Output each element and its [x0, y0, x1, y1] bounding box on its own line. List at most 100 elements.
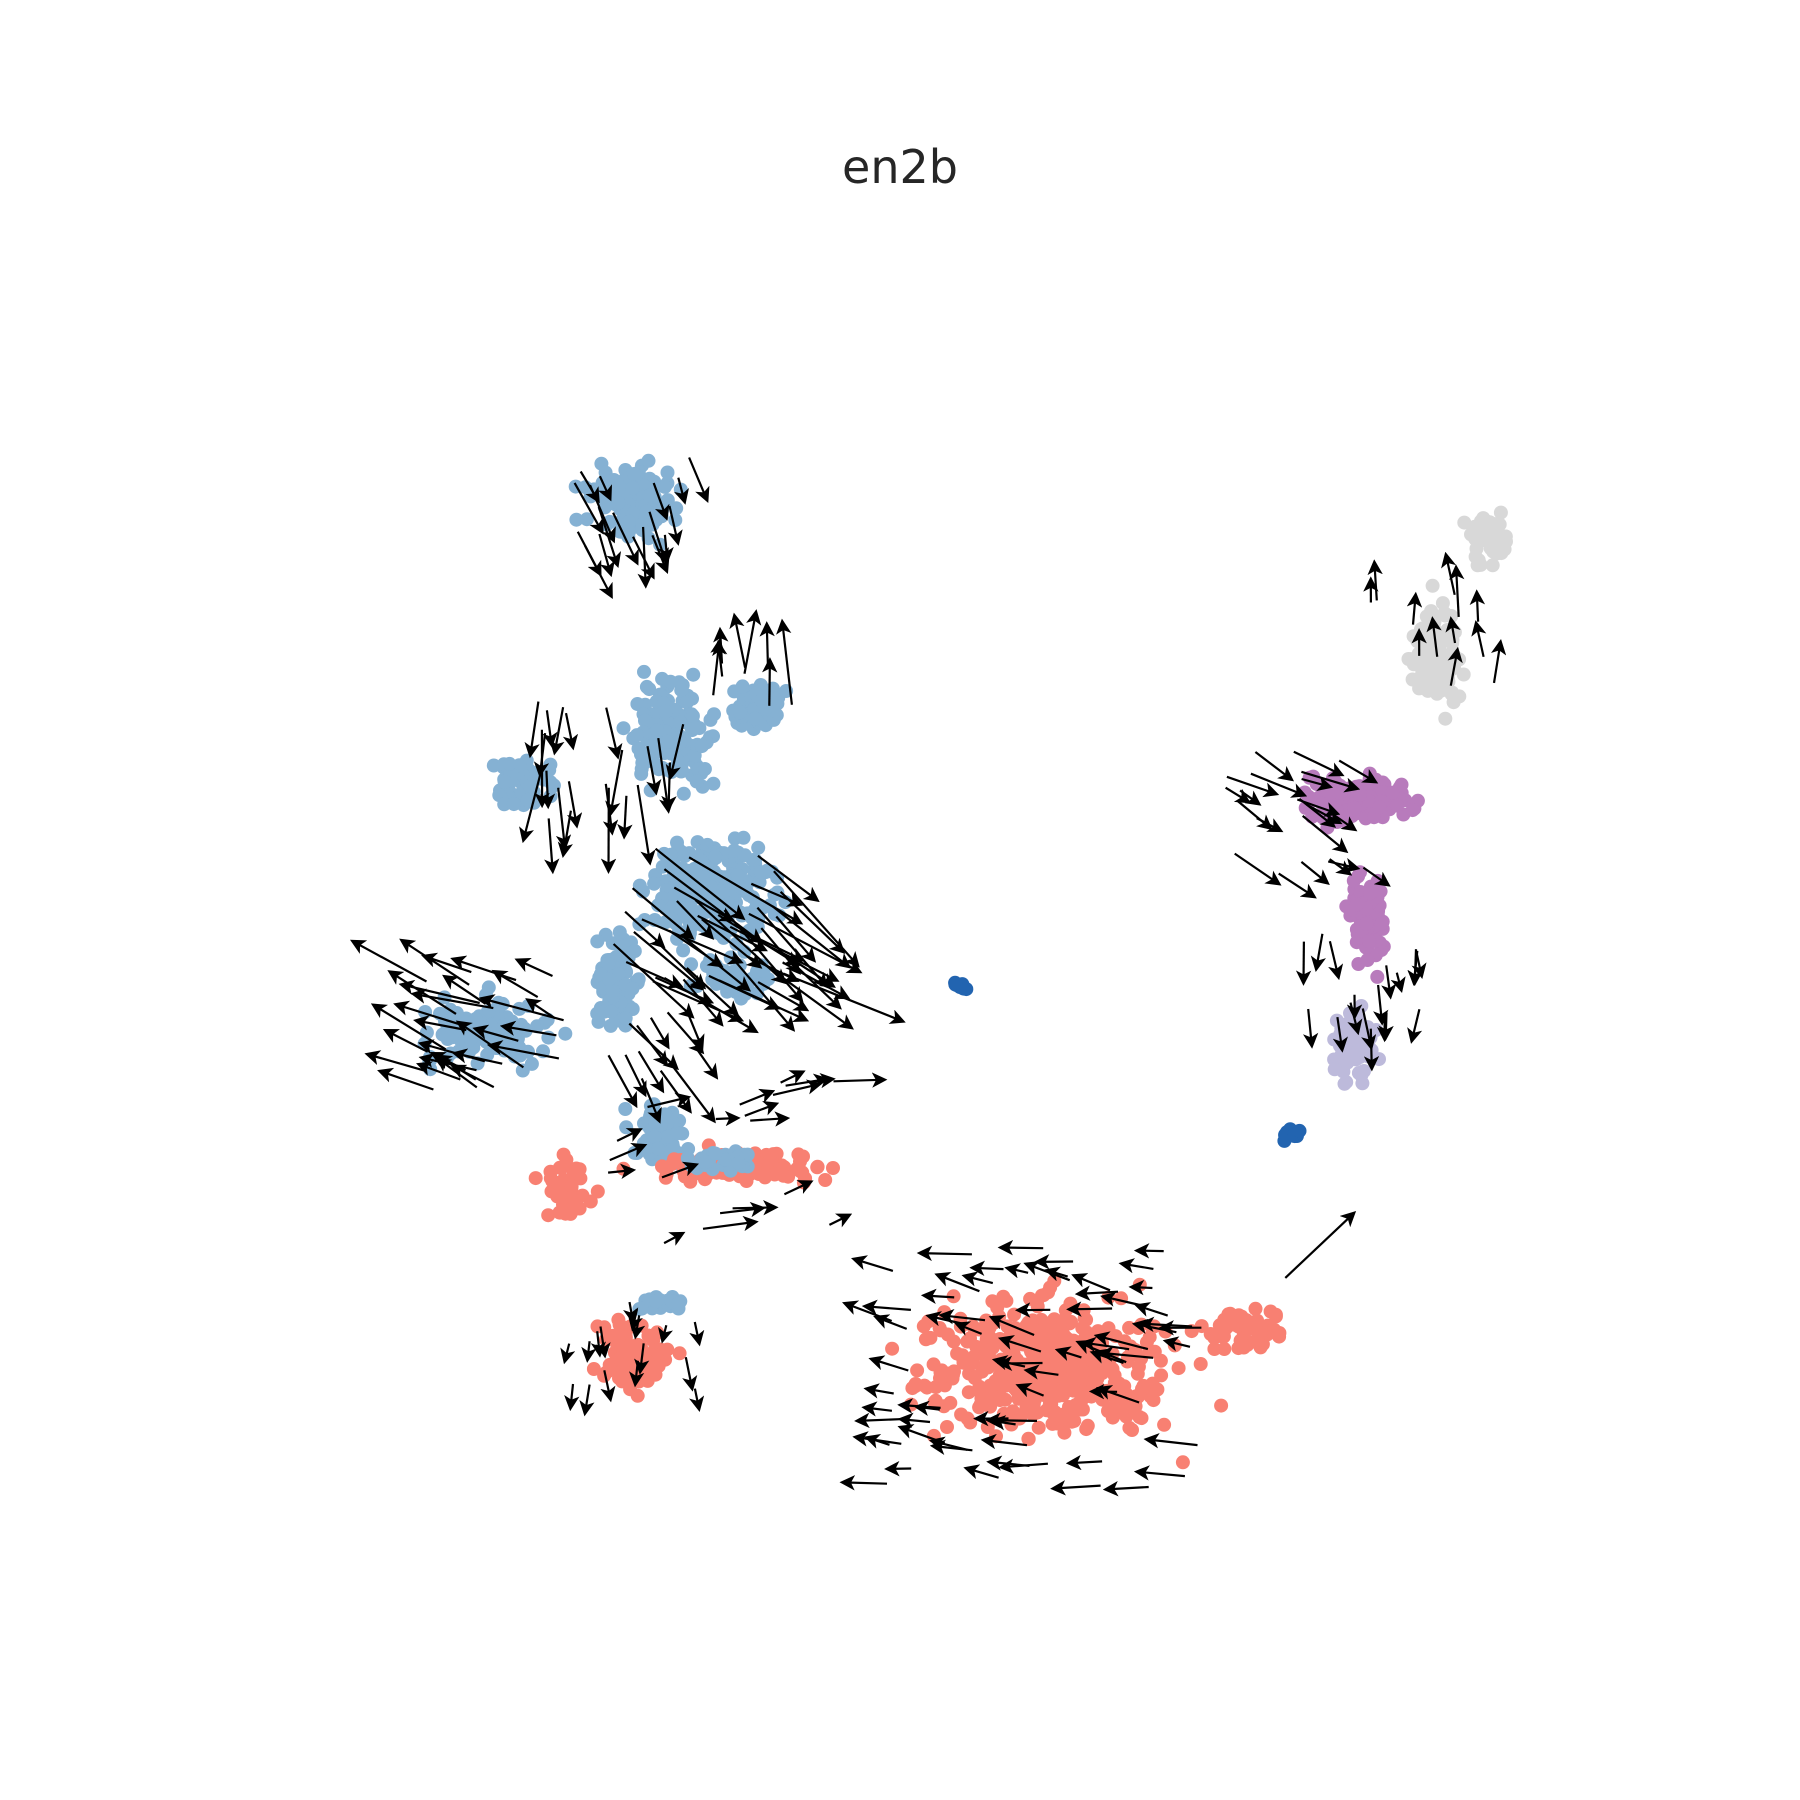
chart-title: en2b [842, 140, 958, 194]
velocity-arrow [674, 477, 689, 505]
cell-point [1055, 1325, 1070, 1339]
velocity-arrow [1097, 1346, 1154, 1362]
cell-point [697, 762, 712, 776]
cell-point [1373, 884, 1388, 899]
cell-point [1337, 1076, 1352, 1091]
cell-point [659, 734, 674, 749]
cell-point [640, 1373, 655, 1388]
velocity-arrow [590, 1331, 607, 1358]
cell-point [932, 1321, 947, 1335]
cell-point [774, 1165, 789, 1180]
cell-point [708, 849, 723, 864]
cell-point [933, 1371, 947, 1386]
cell-point [1125, 1423, 1139, 1437]
cell-point [1362, 934, 1376, 949]
velocity-arrow [624, 910, 666, 949]
velocity-arrow [772, 905, 852, 969]
velocity-arrow [730, 956, 796, 1032]
velocity-arrow [1426, 616, 1442, 657]
velocity-arrow [985, 1412, 1038, 1429]
velocity-arrow [542, 710, 558, 748]
cell-point [730, 868, 745, 883]
velocity-arrow [697, 914, 768, 952]
cell-point [1021, 1432, 1036, 1446]
cell-point [591, 1014, 606, 1029]
cell-point [753, 865, 768, 879]
velocity-arrow [442, 974, 487, 1005]
velocity-arrow [780, 1070, 806, 1085]
velocity-arrow [1406, 591, 1423, 625]
velocity-arrow [659, 1070, 692, 1114]
cell-point [1438, 711, 1453, 726]
cell-point [649, 1294, 664, 1309]
cell-point [719, 1152, 733, 1167]
velocity-arrow [1015, 1382, 1045, 1398]
cell-point [1370, 969, 1385, 984]
cell-point [663, 674, 678, 689]
velocity-arrow [1128, 1279, 1153, 1296]
velocity-arrow [760, 927, 802, 975]
cell-point [996, 1289, 1011, 1304]
cell-point [754, 693, 769, 708]
cell-point [616, 721, 631, 736]
cell-point [502, 756, 517, 771]
cell-point [686, 667, 701, 682]
velocity-arrow [1284, 1211, 1357, 1279]
cell-point [1101, 1321, 1116, 1336]
velocity-arrow [633, 931, 705, 991]
cell-point [658, 704, 673, 719]
velocity-arrow [525, 998, 556, 1020]
velocity-arrow [682, 936, 752, 992]
cell-point [660, 465, 675, 480]
cell-point [1339, 899, 1354, 914]
velocity-arrow [616, 1128, 643, 1142]
cell-point [1248, 1301, 1263, 1316]
velocity-arrow [1390, 972, 1406, 993]
cell-point [1493, 505, 1508, 520]
velocity-arrow [1278, 872, 1317, 899]
cell-point [642, 682, 657, 697]
cell-point [1499, 534, 1513, 549]
velocity-arrow [686, 967, 740, 1017]
cell-point [1050, 1416, 1065, 1431]
cell-point [586, 1362, 601, 1376]
velocity-arrow [1236, 799, 1273, 831]
velocity-arrow [702, 1215, 759, 1232]
velocity-arrow [828, 1213, 853, 1228]
velocity-arrow [544, 818, 560, 875]
velocity-arrow [783, 1180, 814, 1196]
cell-point [1193, 1357, 1208, 1371]
cell-point [502, 1039, 517, 1054]
cell-point [642, 488, 657, 503]
velocity-arrow [739, 1088, 776, 1106]
cell-point [1175, 1455, 1190, 1470]
velocity-arrow [744, 1101, 780, 1117]
velocity-arrow [758, 959, 854, 1030]
cell-point [1390, 798, 1405, 813]
velocity-arrow [980, 1433, 1028, 1450]
velocity-arrow [783, 972, 906, 1024]
velocity-arrow [750, 882, 804, 907]
cell-point [558, 1206, 573, 1221]
velocity-arrow [654, 976, 715, 1005]
velocity-arrow [1066, 1301, 1113, 1317]
cell-point [1492, 517, 1507, 532]
cell-point [1471, 553, 1486, 568]
velocity-arrow [623, 1301, 639, 1324]
velocity-arrow [1469, 589, 1486, 622]
velocity-arrow [1225, 786, 1252, 804]
velocity-arrow [562, 712, 579, 751]
velocity-arrow [648, 511, 669, 565]
velocity-arrow [1328, 941, 1344, 981]
cell-point [985, 1340, 1000, 1355]
velocity-arrow [673, 886, 735, 922]
cell-point [736, 830, 751, 845]
velocity-arrow [757, 981, 810, 1012]
cell-point [617, 1365, 632, 1379]
cell-point [625, 981, 640, 996]
cell-point [541, 1208, 556, 1223]
cell-point [1327, 1062, 1342, 1077]
cell-point [1440, 630, 1455, 645]
velocity-arrow [719, 1201, 766, 1218]
